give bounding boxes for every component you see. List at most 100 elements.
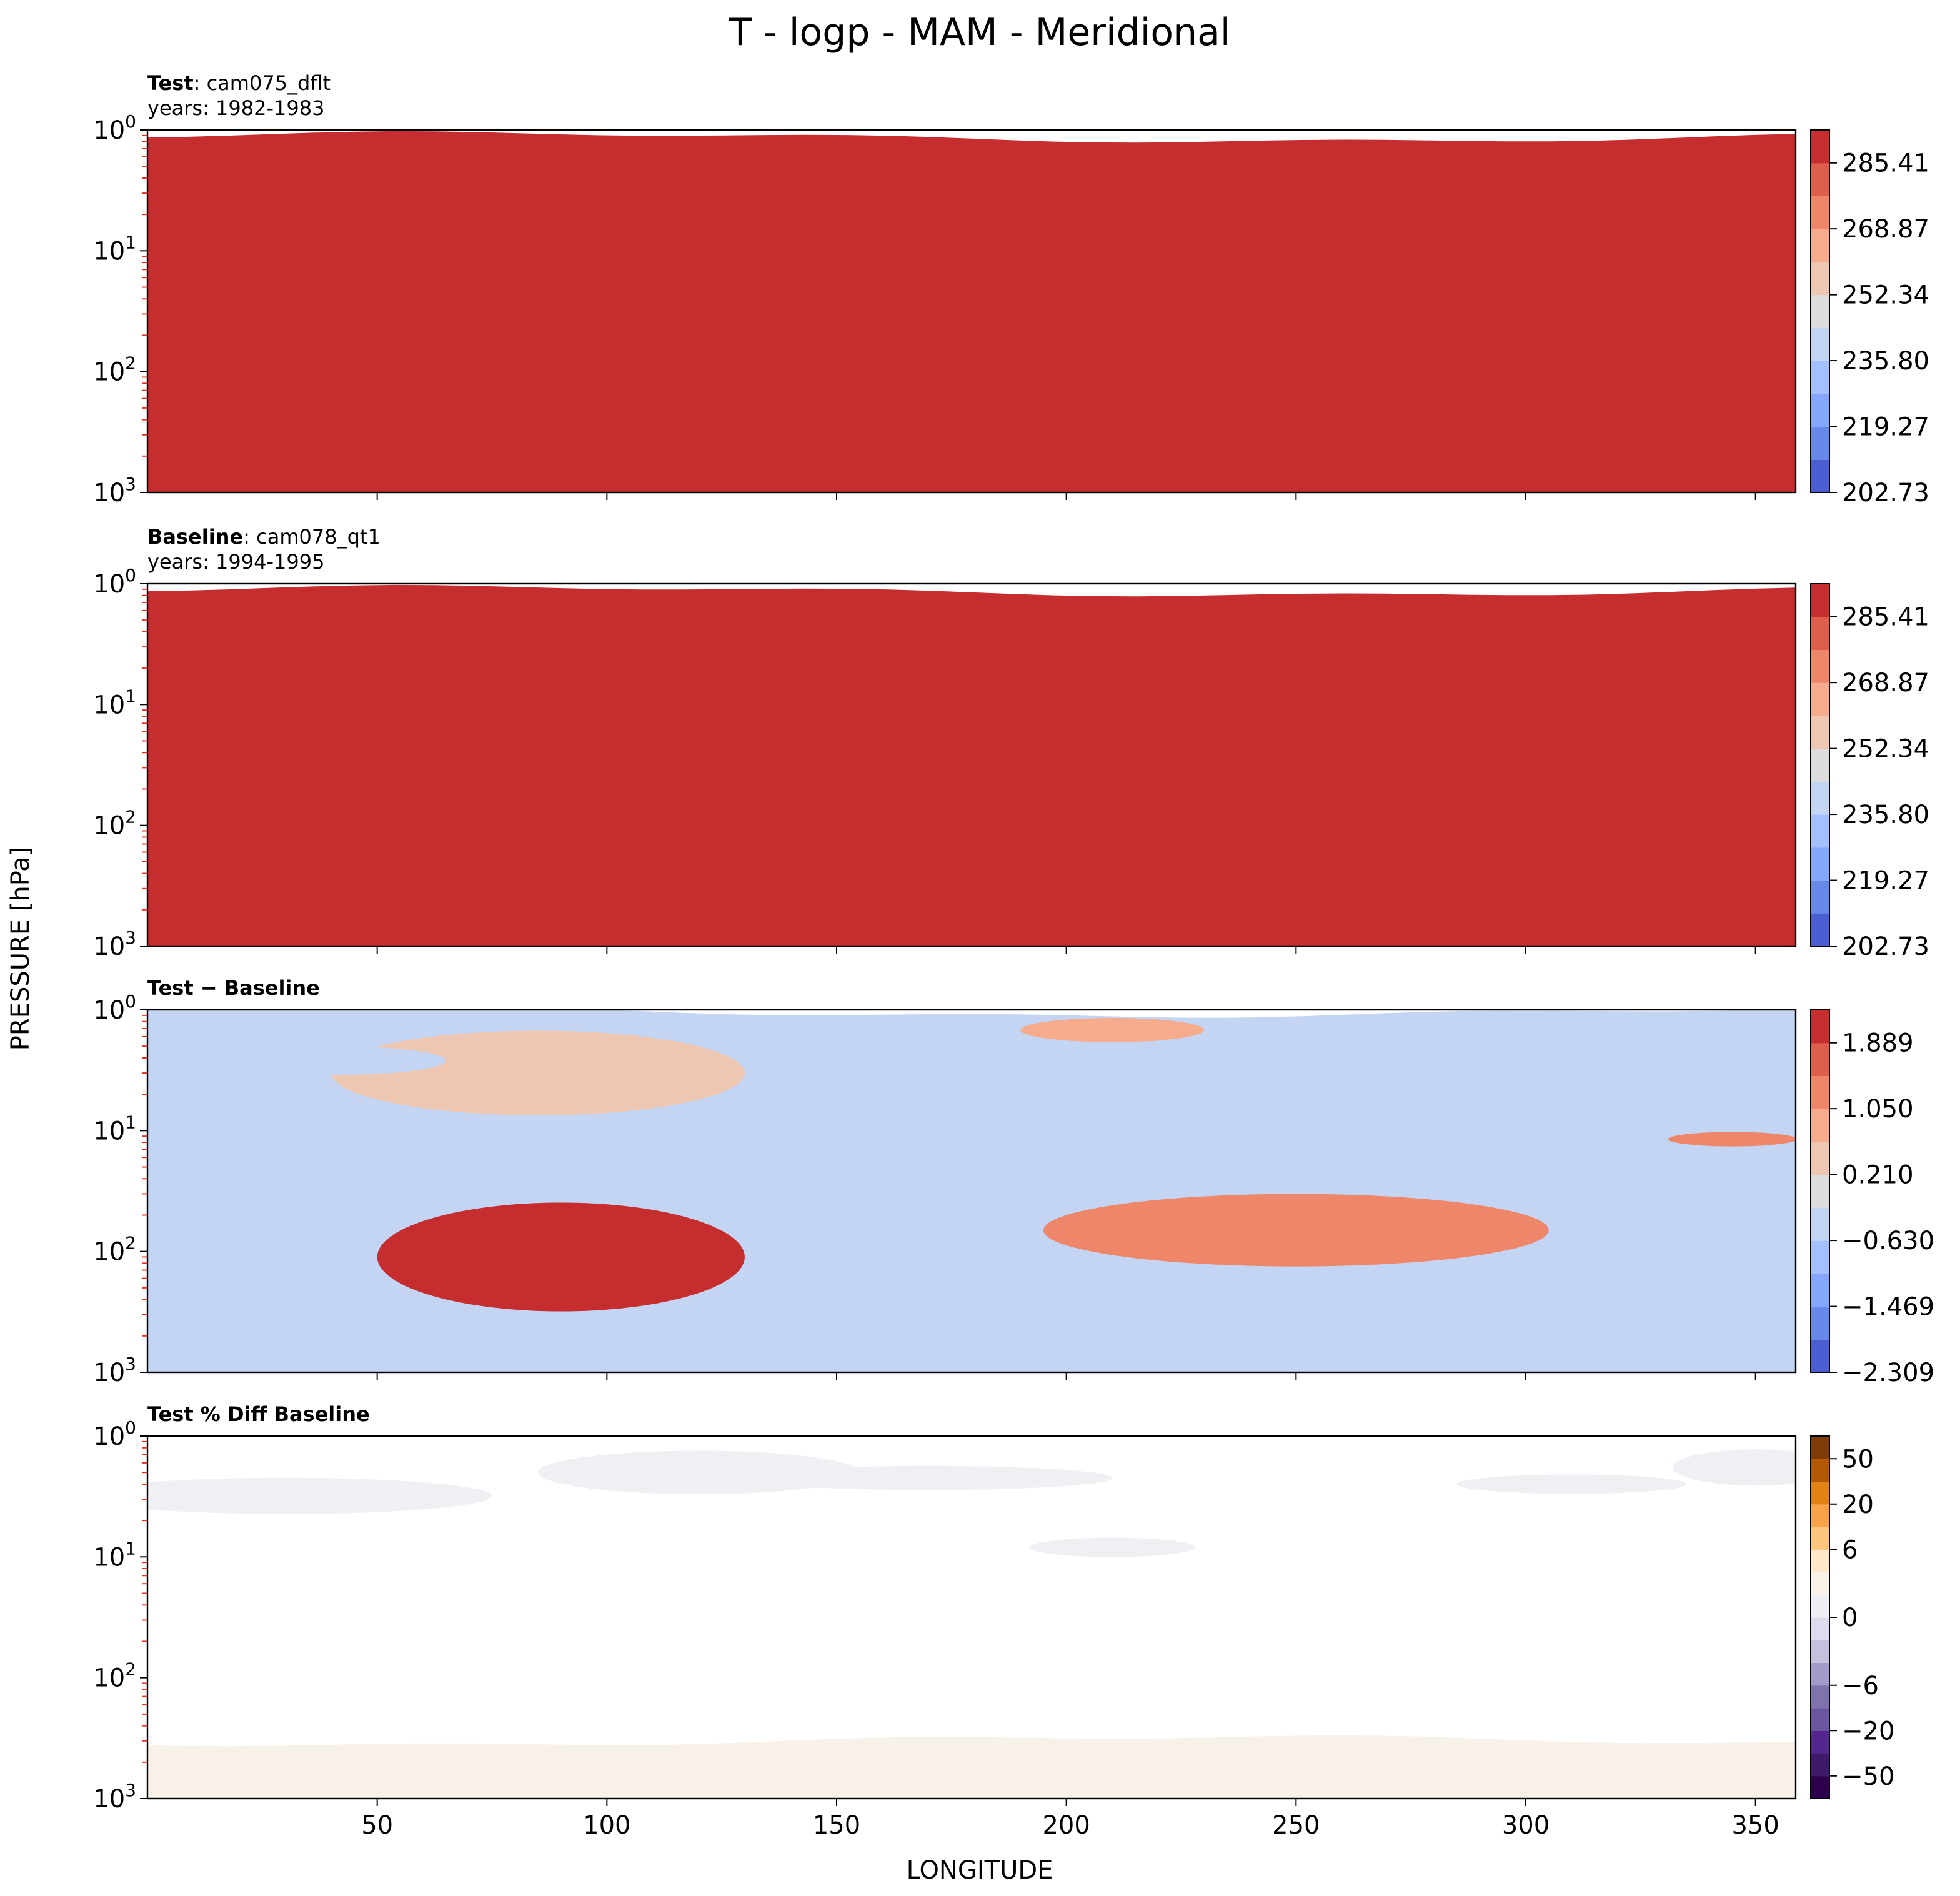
y-tick-label: 100 (93, 565, 136, 599)
y-tick-exponent: 1 (125, 232, 136, 252)
x-axis-label: LONGITUDE (907, 1856, 1053, 1885)
colorbar-tick-label: 252.34 (1842, 281, 1929, 310)
panel-title: Baseline: cam078_qt1 (147, 525, 381, 549)
colorbar-segment (1811, 649, 1829, 683)
y-tick-base: 10 (93, 1117, 125, 1145)
colorbar-tick-label: −2.309 (1842, 1359, 1934, 1387)
colorbar-tick-label: 285.41 (1842, 149, 1929, 178)
figure-title: T - logp - MAM - Meridional (728, 11, 1230, 54)
contour-blob (1673, 1449, 1796, 1486)
colorbar-tick-label: 1.050 (1842, 1095, 1914, 1124)
contour-layer (147, 584, 1796, 946)
contour-blob (1029, 1537, 1195, 1557)
colorbar-segment (1811, 584, 1829, 617)
colorbar-frame (1810, 129, 1830, 493)
colorbar-segment (1811, 1240, 1829, 1274)
colorbar-segment (1811, 880, 1829, 914)
panel-subtitle: years: 1982-1983 (147, 96, 324, 120)
x-tick-label: 150 (813, 1811, 860, 1840)
colorbar-segment (1811, 1436, 1829, 1459)
colorbar-segment (1811, 426, 1829, 460)
colorbar-segment (1811, 1504, 1829, 1527)
colorbar-segment (1811, 1306, 1829, 1340)
colorbar-segment (1811, 1549, 1829, 1573)
colorbar-segment (1811, 1481, 1829, 1505)
colorbar-tick-label: 6 (1842, 1535, 1858, 1564)
x-tick-label: 200 (1042, 1811, 1090, 1840)
colorbar-segment (1811, 748, 1829, 782)
colorbar-tick-label: 252.34 (1842, 735, 1929, 764)
colorbar-segment (1811, 1708, 1829, 1731)
colorbar-segment (1811, 682, 1829, 716)
panel-title-rest: : cam075_dflt (194, 71, 331, 95)
y-tick-exponent: 2 (125, 1659, 136, 1680)
plot-area (147, 584, 1796, 946)
colorbar-tick-label: 0.210 (1842, 1161, 1914, 1190)
panel-title-bold: Test % Diff Baseline (147, 1402, 370, 1426)
y-tick-base: 10 (93, 1785, 125, 1814)
colorbar-segment (1811, 1141, 1829, 1175)
colorbar-tick-label: −0.630 (1842, 1227, 1934, 1255)
colorbar-segment (1811, 327, 1829, 361)
y-tick-base: 10 (93, 1359, 125, 1387)
y-tick-label: 101 (93, 232, 136, 266)
colorbar-segment (1811, 1075, 1829, 1109)
contour-blob (744, 1465, 1113, 1490)
plot-area (147, 1010, 1796, 1372)
x-tick-label: 250 (1272, 1811, 1320, 1840)
panel-title: Test: cam075_dflt (147, 71, 331, 95)
y-tick-base: 10 (93, 812, 125, 841)
y-tick-label: 100 (93, 111, 136, 145)
x-tick-label: 50 (361, 1811, 393, 1840)
y-tick-base: 10 (93, 570, 125, 599)
contour-blob (1456, 1474, 1687, 1494)
y-tick-exponent: 1 (125, 1112, 136, 1132)
contour-blob (1668, 1132, 1796, 1147)
contour-blob (1043, 1194, 1549, 1267)
colorbar-segment (1811, 847, 1829, 881)
y-tick-label: 103 (93, 1780, 136, 1814)
colorbar-segment (1811, 1273, 1829, 1307)
y-tick-exponent: 2 (125, 1233, 136, 1254)
colorbar-segment (1811, 229, 1829, 262)
colorbar-tick-label: −20 (1842, 1717, 1894, 1745)
y-tick-base: 10 (93, 691, 125, 719)
x-tick-label: 350 (1731, 1811, 1779, 1840)
axes-frame (146, 129, 1797, 494)
colorbar-segment (1811, 1010, 1829, 1044)
colorbar-segment (1811, 781, 1829, 815)
y-tick-base: 10 (93, 996, 125, 1025)
colorbar-segment (1811, 162, 1829, 197)
colorbar-segment (1811, 261, 1829, 296)
y-tick-base: 10 (93, 1664, 125, 1693)
y-tick-exponent: 0 (125, 565, 136, 586)
panel-title-bold: Baseline (147, 525, 243, 549)
colorbar-segment (1811, 913, 1829, 947)
contour-blob (377, 1202, 745, 1312)
y-tick-label: 103 (93, 927, 136, 961)
colorbar-segment (1811, 1685, 1829, 1709)
colorbar-segment (1811, 1662, 1829, 1686)
x-tick-label: 300 (1502, 1811, 1550, 1840)
colorbar-segment (1811, 1617, 1829, 1640)
contour-blob (1020, 1018, 1205, 1042)
colorbar-frame (1810, 1009, 1830, 1373)
plot-area (147, 1436, 1796, 1799)
y-tick-label: 100 (93, 1417, 136, 1451)
colorbar-tick-label: −1.469 (1842, 1293, 1934, 1322)
y-tick-exponent: 1 (125, 686, 136, 706)
colorbar-segment (1811, 1730, 1829, 1754)
y-tick-exponent: 3 (125, 927, 136, 948)
y-tick-label: 101 (93, 686, 136, 719)
panel-title-bold: Test (147, 71, 194, 95)
y-tick-base: 10 (93, 116, 125, 145)
y-tick-exponent: 0 (125, 991, 136, 1012)
colorbar-tick-label: 285.41 (1842, 603, 1929, 632)
colorbar-segment (1811, 1527, 1829, 1550)
axes-frame (146, 1435, 1797, 1800)
y-axis-label: PRESSURE [hPa] (6, 847, 35, 1050)
